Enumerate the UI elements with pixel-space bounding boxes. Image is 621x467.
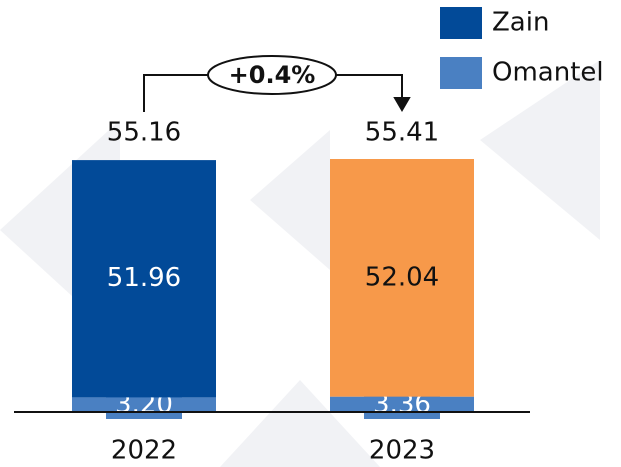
annotation-text: +0.4% [229, 61, 316, 89]
annotation-ellipse [207, 55, 337, 95]
legend-swatch [440, 7, 482, 39]
bar-segment [72, 160, 216, 398]
legend-label: Omantel [492, 58, 604, 88]
bg-shape [480, 60, 600, 240]
legend-swatch [440, 57, 482, 89]
bracket-line [336, 74, 403, 100]
x-tick-label: 2022 [111, 436, 177, 466]
legend-label: Zain [492, 8, 549, 38]
bracket-line [143, 74, 208, 112]
bar-segment [330, 159, 474, 397]
total-label: 55.41 [365, 118, 439, 148]
x-tick-label: 2023 [369, 436, 435, 466]
total-label: 55.16 [107, 118, 181, 148]
arrow-head [393, 97, 411, 112]
annotation [143, 55, 411, 112]
value-label: 51.96 [107, 263, 181, 293]
bg-shape [220, 380, 380, 467]
value-label: 52.04 [365, 262, 439, 292]
bg-shape [250, 130, 330, 270]
